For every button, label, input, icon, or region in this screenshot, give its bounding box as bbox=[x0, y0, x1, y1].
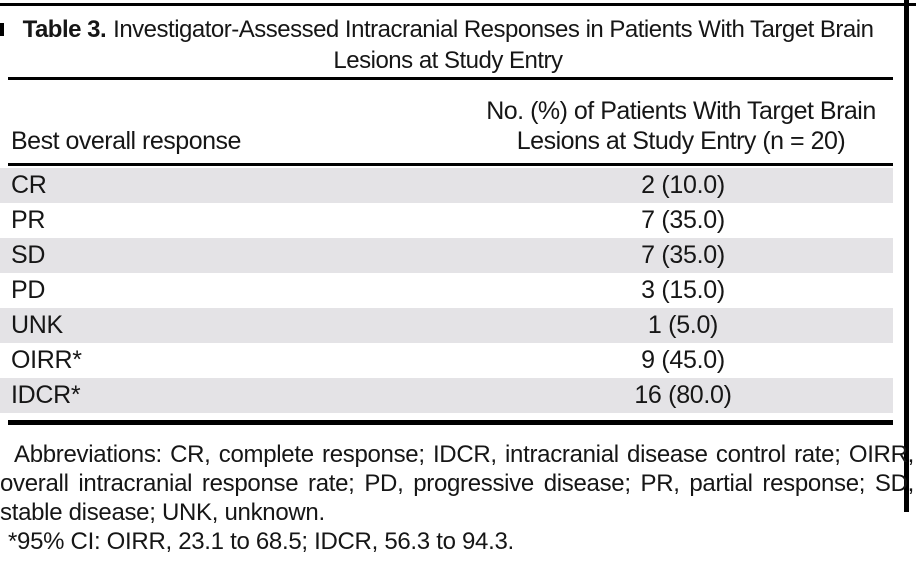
row-value: 1 (5.0) bbox=[647, 311, 719, 339]
table-number: Table 3. bbox=[22, 16, 107, 43]
table-footnotes: Abbreviations: CR, complete response; ID… bbox=[0, 440, 914, 556]
confidence-interval-note: *95% CI: OIRR, 23.1 to 68.5; IDCR, 56.3 … bbox=[8, 528, 514, 555]
table-row: CR 2 (10.0) bbox=[0, 168, 893, 203]
row-value: 2 (10.0) bbox=[641, 171, 725, 199]
row-label: PR bbox=[11, 206, 46, 234]
table-body: CR 2 (10.0) PR 7 (35.0) SD 7 (35.0) PD 3… bbox=[0, 168, 893, 413]
table-row: IDCR* 16 (80.0) bbox=[0, 378, 893, 413]
row-label: CR bbox=[11, 171, 47, 199]
scan-border-right-line bbox=[904, 0, 909, 512]
table-row: SD 7 (35.0) bbox=[0, 238, 893, 273]
row-value: 9 (45.0) bbox=[641, 346, 725, 374]
row-value: 16 (80.0) bbox=[634, 381, 732, 409]
rule-table-bottom bbox=[8, 420, 893, 425]
table-header-row: Best overall response No. (%) of Patient… bbox=[0, 96, 893, 156]
row-value: 7 (35.0) bbox=[641, 206, 725, 234]
table-row: OIRR* 9 (45.0) bbox=[0, 343, 893, 378]
table-row: PD 3 (15.0) bbox=[0, 273, 893, 308]
row-value: 3 (15.0) bbox=[641, 276, 725, 304]
row-label: OIRR* bbox=[11, 346, 82, 374]
scan-edge-artifact bbox=[0, 23, 4, 36]
row-label: PD bbox=[11, 276, 46, 304]
table-title: Investigator-Assessed Intracranial Respo… bbox=[113, 16, 874, 74]
scan-border-top-line bbox=[0, 3, 916, 6]
row-label: IDCR* bbox=[11, 381, 81, 409]
row-value: 7 (35.0) bbox=[641, 241, 725, 269]
row-label: SD bbox=[11, 241, 46, 269]
table-row: PR 7 (35.0) bbox=[0, 203, 893, 238]
rule-below-caption bbox=[8, 77, 893, 80]
column-header-patients: No. (%) of Patients With Target Brain Le… bbox=[486, 97, 876, 155]
row-label: UNK bbox=[11, 311, 63, 339]
abbreviations-note: Abbreviations: CR, complete response; ID… bbox=[0, 441, 914, 526]
column-header-response: Best overall response bbox=[11, 127, 241, 155]
table-caption: Table 3. Investigator-Assessed Intracrani… bbox=[8, 14, 888, 76]
rule-below-header bbox=[8, 163, 893, 166]
table-row: UNK 1 (5.0) bbox=[0, 308, 893, 343]
